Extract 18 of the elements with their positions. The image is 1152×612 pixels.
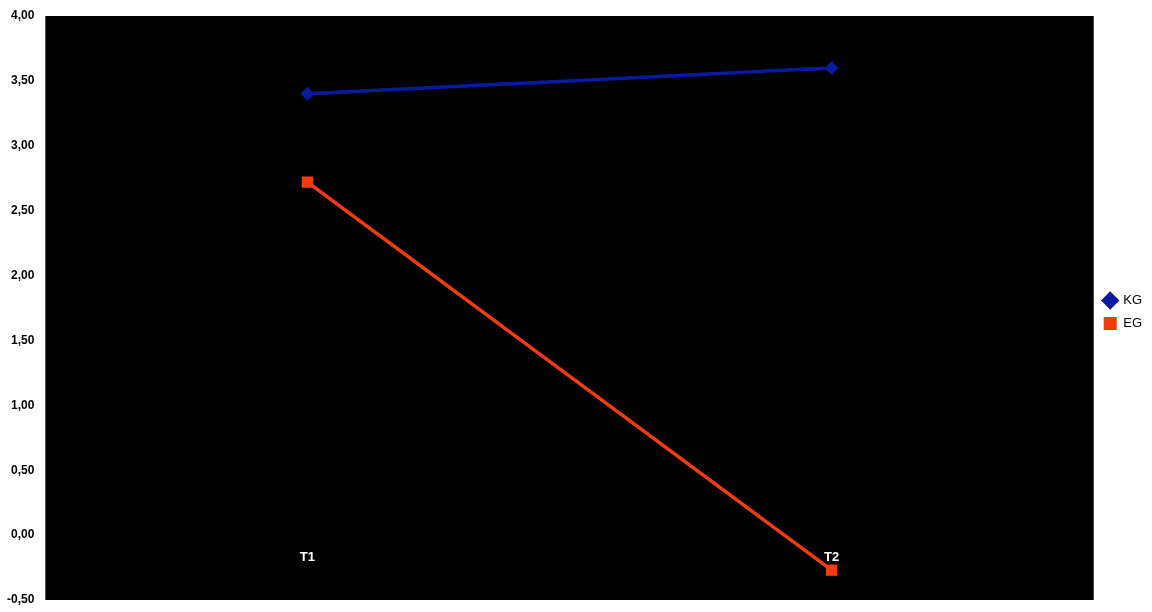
y-tick-label: 1,00 [10, 397, 35, 412]
y-tick-label: 4,00 [10, 8, 35, 23]
point [300, 86, 315, 101]
point [825, 564, 838, 576]
y-tick-label: 0,50 [10, 462, 35, 477]
point [824, 60, 839, 75]
y-tick-label: 3,00 [10, 138, 35, 153]
y-tick-label: 2,00 [10, 267, 35, 282]
x-tick-label: T2 [824, 549, 840, 565]
legend-label: KG [1123, 292, 1143, 308]
y-tick-label: 1,50 [10, 332, 35, 347]
y-tick-label: 0,00 [10, 527, 35, 542]
x-tick-label: T1 [299, 549, 316, 565]
point [301, 176, 314, 188]
y-tick-label: 2,50 [10, 202, 35, 217]
y-tick-label: 3,50 [10, 73, 35, 88]
legend-label: EG [1123, 315, 1143, 331]
y-tick-label: -0,50 [6, 592, 35, 607]
